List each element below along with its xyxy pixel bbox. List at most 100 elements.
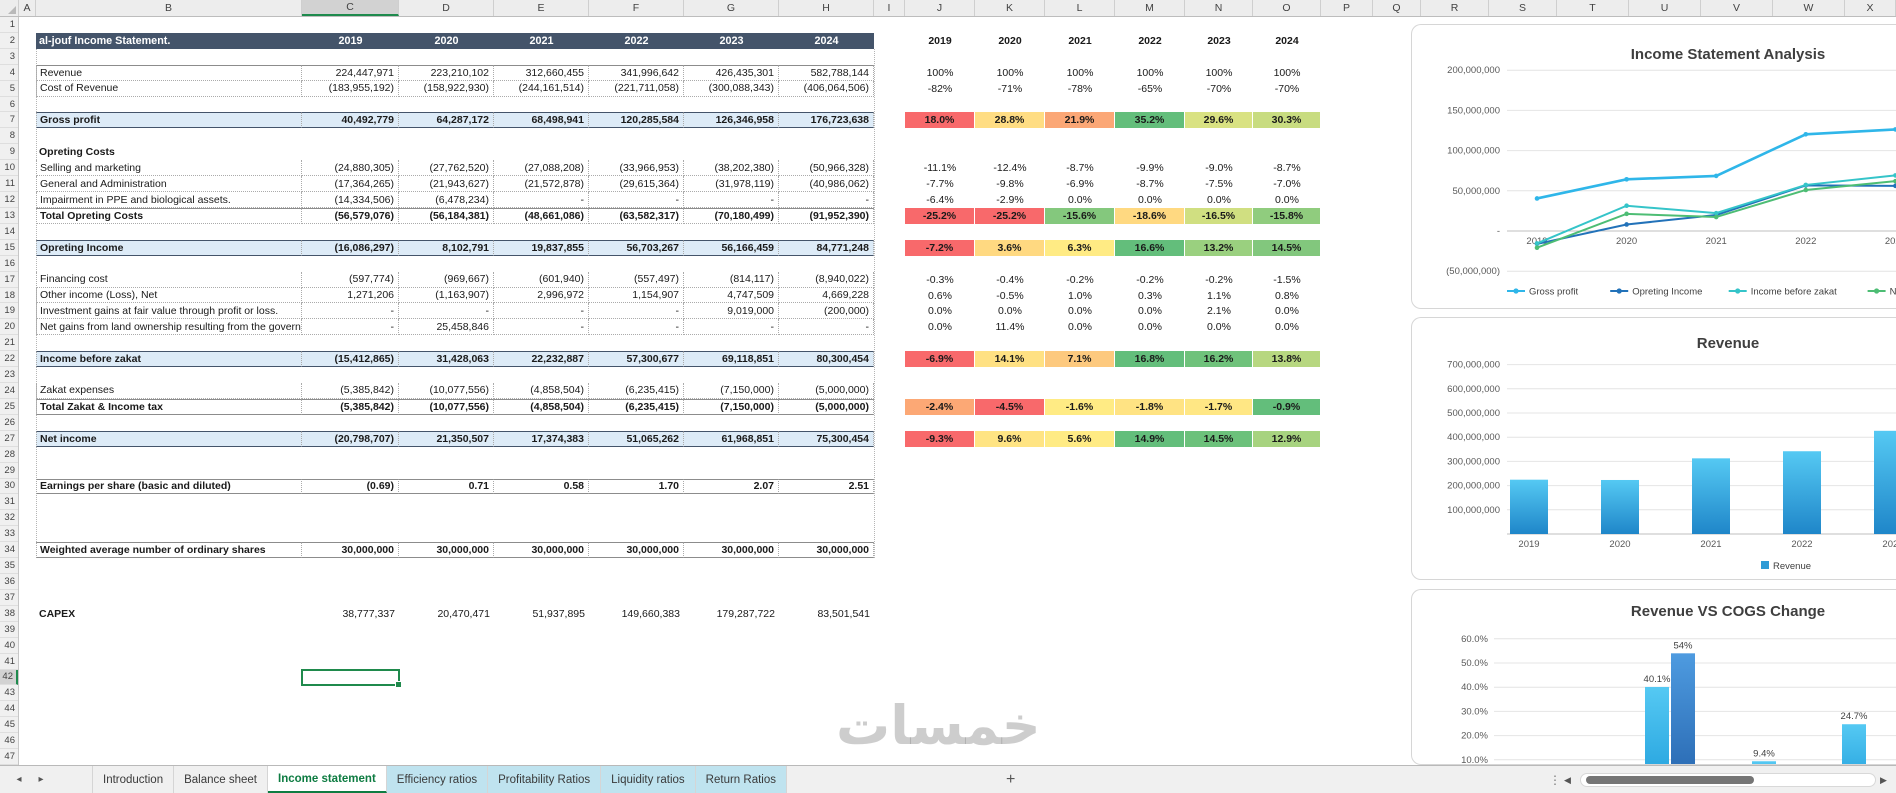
value-cell-2019[interactable]: (15,412,865) <box>302 351 399 368</box>
value-cell-2022[interactable]: (29,615,364) <box>589 176 684 193</box>
value-cell-2021[interactable]: - <box>494 192 589 208</box>
value-cell-2021[interactable]: 312,660,455 <box>494 64 589 81</box>
value-cell-2019[interactable]: 40,492,779 <box>302 112 399 129</box>
value-cell-2019[interactable]: (5,385,842) <box>302 398 399 415</box>
pct-cell-2020[interactable]: 9.6% <box>975 430 1045 447</box>
row-header-15[interactable]: 15 <box>0 240 18 256</box>
value-cell-2020[interactable]: (158,922,930) <box>399 80 494 97</box>
value-cell-2022[interactable]: (33,966,953) <box>589 160 684 177</box>
value-cell-2023[interactable]: (38,202,380) <box>684 160 779 177</box>
pct-cell-2019[interactable]: 100% <box>926 66 954 79</box>
year-header-2024[interactable]: 2024 <box>779 32 874 49</box>
pct-cell-2022[interactable]: 100% <box>1136 66 1164 79</box>
value-cell-2024[interactable]: (40,986,062) <box>779 176 874 193</box>
pct-cell-2021[interactable]: -1.6% <box>1045 398 1115 415</box>
pct-cell-2023[interactable]: -16.5% <box>1185 207 1253 224</box>
col-header-O[interactable]: O <box>1253 0 1321 16</box>
value-cell-2020[interactable]: (6,478,234) <box>399 192 494 208</box>
value-cell-2020[interactable]: 20,470,471 <box>437 607 490 620</box>
pct-cell-2021[interactable]: 6.3% <box>1045 239 1115 256</box>
pct-cell-2023[interactable]: 1.1% <box>1207 289 1231 302</box>
row-label[interactable]: Investment gains at fair value through p… <box>36 303 302 320</box>
col-header-X[interactable]: X <box>1845 0 1896 16</box>
value-cell-2023[interactable]: (300,088,343) <box>684 80 779 97</box>
pct-cell-2022[interactable]: 0.0% <box>1138 305 1162 318</box>
value-cell-2022[interactable]: (557,497) <box>589 271 684 288</box>
row-header-38[interactable]: 38 <box>0 606 18 622</box>
pct-cell-2019[interactable]: -25.2% <box>905 207 975 224</box>
year-header-2021[interactable]: 2021 <box>494 32 589 49</box>
row-header-45[interactable]: 45 <box>0 717 18 734</box>
col-header-A[interactable]: A <box>19 0 36 16</box>
col-header-W[interactable]: W <box>1773 0 1845 16</box>
value-cell-2024[interactable]: 2.51 <box>779 478 874 495</box>
pct-cell-2024[interactable]: 12.9% <box>1253 430 1321 447</box>
pct-cell-2023[interactable]: -1.7% <box>1185 398 1253 415</box>
pct-cell-2020[interactable]: -4.5% <box>975 398 1045 415</box>
value-cell-2023[interactable]: - <box>684 319 779 336</box>
value-cell-2021[interactable]: 0.58 <box>494 478 589 495</box>
row-header-41[interactable]: 41 <box>0 654 18 670</box>
pct-cell-2022[interactable]: 0.0% <box>1138 321 1162 334</box>
value-cell-2022[interactable]: - <box>589 192 684 208</box>
pct-cell-2020[interactable]: 28.8% <box>975 112 1045 129</box>
pct-cell-2020[interactable]: -0.5% <box>996 289 1024 302</box>
value-cell-2020[interactable]: - <box>399 303 494 320</box>
pct-cell-2019[interactable]: 0.6% <box>928 289 952 302</box>
row-label[interactable]: Opreting Income <box>36 239 302 256</box>
value-cell-2024[interactable]: 30,000,000 <box>779 542 874 559</box>
pct-cell-2023[interactable]: 0.0% <box>1207 321 1231 334</box>
col-header-G[interactable]: G <box>684 0 779 16</box>
chart-revenue[interactable]: Revenue 700,000,000 600,000,000 500,000,000… <box>1411 317 1896 580</box>
value-cell-2024[interactable]: (91,952,390) <box>779 207 874 224</box>
pct-year-header-2023[interactable]: 2023 <box>1207 34 1231 47</box>
value-cell-2023[interactable]: 9,019,000 <box>684 303 779 320</box>
value-cell-2020[interactable]: 8,102,791 <box>399 239 494 256</box>
row-header-13[interactable]: 13 <box>0 208 18 224</box>
value-cell-2019[interactable]: 224,447,971 <box>302 64 399 81</box>
value-cell-2019[interactable]: (17,364,265) <box>302 176 399 193</box>
pct-cell-2024[interactable]: 0.0% <box>1275 305 1299 318</box>
row-header-11[interactable]: 11 <box>0 176 18 193</box>
row-header-29[interactable]: 29 <box>0 463 18 479</box>
year-header-2020[interactable]: 2020 <box>399 32 494 49</box>
row-label[interactable]: Cost of Revenue <box>36 80 302 97</box>
pct-cell-2020[interactable]: -71% <box>997 82 1023 95</box>
sheet-tab-profitability-ratios[interactable]: Profitability Ratios <box>488 766 602 793</box>
pct-cell-2021[interactable]: -0.2% <box>1066 273 1094 286</box>
value-cell-2020[interactable]: (10,077,556) <box>399 383 494 399</box>
row-header-37[interactable]: 37 <box>0 590 18 606</box>
value-cell-2019[interactable]: 1,271,206 <box>302 287 399 304</box>
value-cell-2023[interactable]: 30,000,000 <box>684 542 779 559</box>
value-cell-2023[interactable]: 179,287,722 <box>716 607 775 620</box>
value-cell-2024[interactable]: 80,300,454 <box>779 351 874 368</box>
row-header-43[interactable]: 43 <box>0 685 18 702</box>
value-cell-2024[interactable]: (50,966,328) <box>779 160 874 177</box>
row-header-30[interactable]: 30 <box>0 479 18 495</box>
col-header-V[interactable]: V <box>1701 0 1773 16</box>
col-header-K[interactable]: K <box>975 0 1045 16</box>
value-cell-2024[interactable]: 75,300,454 <box>779 430 874 447</box>
row-header-10[interactable]: 10 <box>0 160 18 177</box>
pct-cell-2021[interactable]: 0.0% <box>1068 194 1092 207</box>
row-label[interactable]: Total Zakat & Income tax <box>36 398 302 415</box>
pct-cell-2024[interactable]: -15.8% <box>1253 207 1321 224</box>
value-cell-2024[interactable]: 582,788,144 <box>779 64 874 81</box>
row-label[interactable]: Impairment in PPE and biological assets. <box>36 192 302 208</box>
pct-cell-2022[interactable]: -8.7% <box>1136 178 1164 191</box>
value-cell-2023[interactable]: (31,978,119) <box>684 176 779 193</box>
pct-cell-2019[interactable]: -9.3% <box>905 430 975 447</box>
value-cell-2023[interactable]: 69,118,851 <box>684 351 779 368</box>
value-cell-2024[interactable]: (8,940,022) <box>779 271 874 288</box>
row-header-39[interactable]: 39 <box>0 622 18 638</box>
value-cell-2019[interactable]: (56,579,076) <box>302 207 399 224</box>
value-cell-2020[interactable]: 31,428,063 <box>399 351 494 368</box>
pct-cell-2020[interactable]: 14.1% <box>975 351 1045 368</box>
value-cell-2021[interactable]: 68,498,941 <box>494 112 589 129</box>
pct-cell-2024[interactable]: 30.3% <box>1253 112 1321 129</box>
row-header-35[interactable]: 35 <box>0 558 18 574</box>
row-header-27[interactable]: 27 <box>0 431 18 447</box>
value-cell-2024[interactable]: (5,000,000) <box>779 398 874 415</box>
value-cell-2024[interactable]: (200,000) <box>779 303 874 320</box>
pct-cell-2024[interactable]: 0.8% <box>1275 289 1299 302</box>
